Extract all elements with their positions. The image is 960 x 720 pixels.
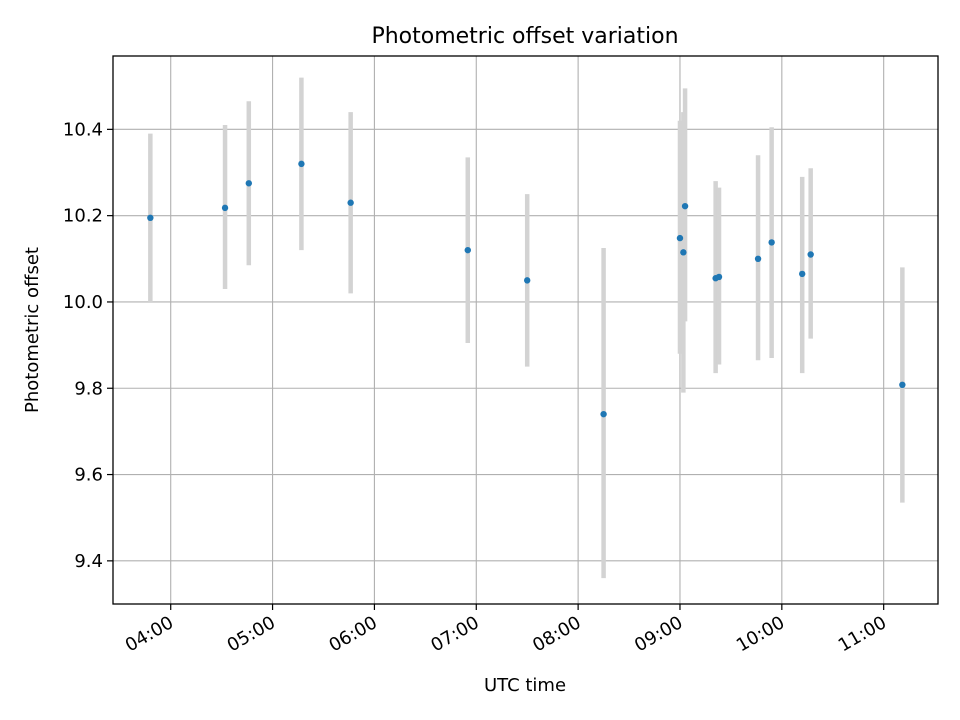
x-axis-label: UTC time — [484, 675, 566, 696]
data-point — [715, 273, 723, 281]
data-point — [807, 251, 814, 258]
data-point — [600, 410, 607, 418]
data-points — [147, 160, 906, 418]
data-point — [768, 239, 775, 246]
chart-title: Photometric offset variation — [371, 24, 678, 49]
data-point — [523, 277, 531, 284]
data-point — [899, 381, 906, 388]
data-point — [680, 249, 687, 256]
y-tick-label: 9.8 — [74, 378, 103, 399]
data-point — [298, 160, 305, 168]
data-point — [754, 255, 762, 263]
data-point — [464, 246, 471, 254]
y-axis-label: Photometric offset — [22, 247, 43, 413]
y-axis-ticks: 9.4 9.6 9.8 10.0 10.2 10.4 — [63, 119, 113, 572]
y-tick-label: 10.0 — [63, 292, 103, 313]
data-point — [681, 202, 689, 210]
data-point — [147, 214, 154, 222]
y-tick-label: 10.2 — [63, 206, 103, 227]
y-tick-label: 9.4 — [74, 551, 103, 572]
y-tick-label: 10.4 — [63, 119, 103, 140]
data-point — [676, 234, 684, 242]
y-tick-label: 9.6 — [74, 465, 103, 486]
data-point — [347, 199, 354, 206]
data-point — [221, 204, 229, 212]
data-point — [245, 180, 253, 187]
plot-frame — [112, 55, 939, 605]
data-point — [798, 270, 806, 278]
